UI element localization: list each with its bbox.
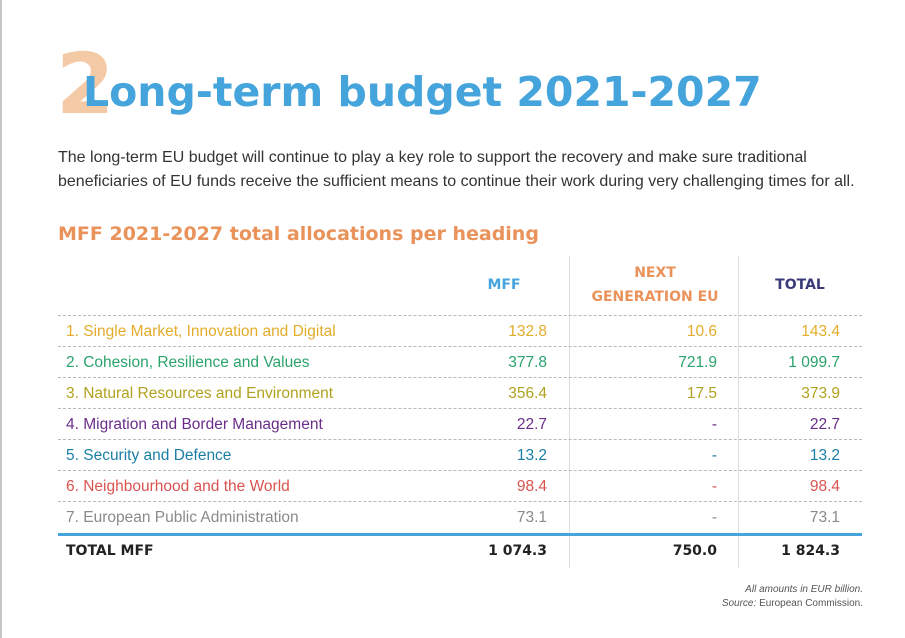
- row-divider: [58, 470, 862, 471]
- footnote-amounts: All amounts in EUR billion.: [745, 584, 863, 595]
- column-separator: [738, 256, 739, 568]
- cell-mff: 132.8: [508, 323, 547, 340]
- header-next-generation-eu: NEXT GENERATION EU: [572, 256, 738, 314]
- row-divider: [58, 439, 862, 440]
- row-divider: [58, 501, 862, 502]
- cell-ngeu: 721.9: [678, 354, 717, 371]
- table-row-label: 7. European Public Administration: [66, 509, 299, 526]
- cell-total: 1 099.7: [788, 354, 840, 371]
- total-sum: 1 824.3: [781, 543, 840, 559]
- cell-mff: 98.4: [516, 478, 547, 495]
- cell-total: 98.4: [809, 478, 840, 495]
- cell-total: 13.2: [809, 447, 840, 464]
- row-divider: [58, 377, 862, 378]
- cell-mff: 22.7: [516, 416, 547, 433]
- footnote-source-label: Source:: [721, 598, 757, 609]
- cell-ngeu: -: [711, 509, 717, 526]
- footnote-source-value: European Commission.: [759, 598, 863, 609]
- cell-ngeu: -: [711, 478, 717, 495]
- footnote: All amounts in EUR billion. Source: Euro…: [722, 583, 863, 611]
- table-row-label: 4. Migration and Border Management: [66, 416, 323, 433]
- cell-ngeu: -: [711, 416, 717, 433]
- header-ngeu-line2: GENERATION EU: [591, 289, 719, 305]
- total-row-label: TOTAL MFF: [66, 543, 154, 559]
- table-subtitle: MFF 2021-2027 total allocations per head…: [58, 223, 539, 245]
- row-divider: [58, 346, 862, 347]
- column-separator: [569, 256, 570, 568]
- header-total: TOTAL: [760, 256, 840, 314]
- table-row-label: 2. Cohesion, Resilience and Values: [66, 354, 310, 371]
- cell-ngeu: 17.5: [686, 385, 717, 402]
- cell-total: 373.9: [801, 385, 840, 402]
- cell-total: 73.1: [809, 509, 840, 526]
- table-row-label: 5. Security and Defence: [66, 447, 232, 464]
- cell-mff: 377.8: [508, 354, 547, 371]
- header-mff: MFF: [475, 256, 533, 314]
- page-title: Long-term budget 2021-2027: [83, 68, 762, 116]
- row-divider: [58, 408, 862, 409]
- cell-mff: 73.1: [516, 509, 547, 526]
- section-number: 2: [56, 35, 115, 133]
- cell-mff: 356.4: [508, 385, 547, 402]
- cell-ngeu: 10.6: [686, 323, 717, 340]
- header-ngeu-line1: NEXT: [634, 265, 676, 281]
- table-row-label: 6. Neighbourhood and the World: [66, 478, 290, 495]
- total-ngeu: 750.0: [672, 543, 717, 559]
- table-row-label: 1. Single Market, Innovation and Digital: [66, 323, 336, 340]
- cell-total: 22.7: [809, 416, 840, 433]
- row-divider: [58, 315, 862, 316]
- cell-ngeu: -: [711, 447, 717, 464]
- header-mff-label: MFF: [487, 277, 521, 293]
- total-divider: [58, 533, 862, 536]
- intro-paragraph: The long-term EU budget will continue to…: [58, 149, 855, 190]
- cell-mff: 13.2: [516, 447, 547, 464]
- header-total-label: TOTAL: [775, 277, 825, 293]
- total-mff: 1 074.3: [488, 543, 547, 559]
- table-row-label: 3. Natural Resources and Environment: [66, 385, 334, 402]
- cell-total: 143.4: [801, 323, 840, 340]
- page-border: [0, 0, 2, 638]
